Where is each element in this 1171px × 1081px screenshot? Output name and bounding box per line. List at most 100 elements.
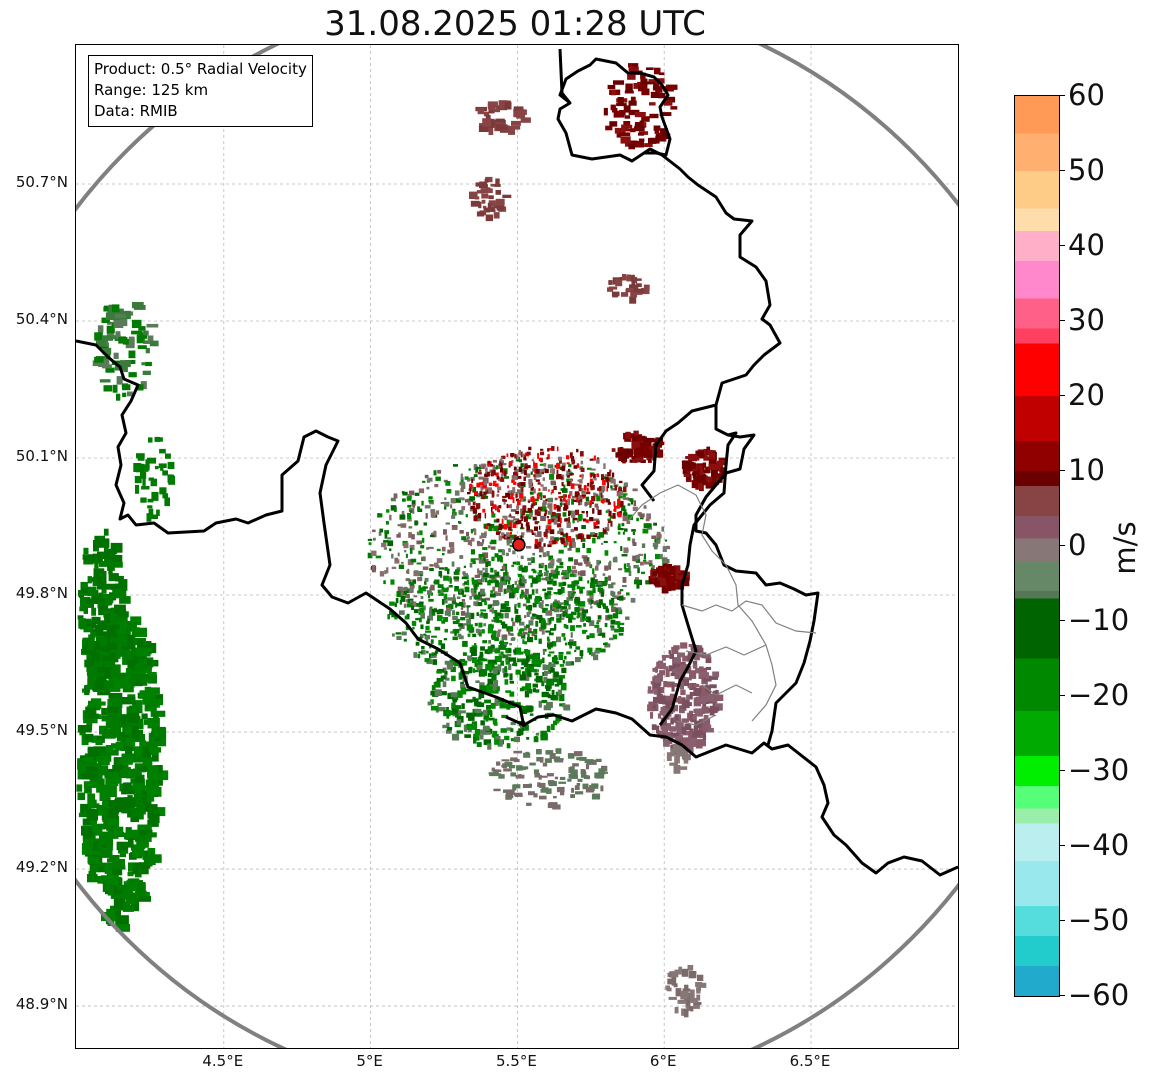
echo-pixel <box>542 657 545 664</box>
echo-pixel <box>544 468 549 474</box>
echo-pixel <box>105 745 113 753</box>
echo-pixel <box>582 783 589 790</box>
echo-pixel <box>546 577 550 582</box>
echo-pixel <box>693 725 699 732</box>
echo-pixel <box>526 611 530 617</box>
echo-pixel <box>524 641 528 645</box>
echo-pixel <box>656 443 662 448</box>
echo-pixel <box>647 527 653 530</box>
echo-pixel <box>121 789 136 795</box>
echo-pixel <box>513 784 521 789</box>
echo-pixel <box>587 647 593 653</box>
echo-pixel <box>107 307 116 314</box>
echo-pixel <box>101 594 111 601</box>
colorbar-tick-label: −10 <box>1068 603 1130 637</box>
echo-pixel <box>444 610 449 616</box>
echo-pixel <box>447 610 451 617</box>
echo-pixel <box>452 733 460 741</box>
echo-pixel <box>413 609 419 614</box>
echo-pixel <box>595 773 605 779</box>
echo-pixel <box>413 595 418 598</box>
echo-pixel <box>693 683 700 688</box>
echo-pixel <box>128 336 135 346</box>
map-title: 31.08.2025 01:28 UTC <box>324 4 706 44</box>
echo-pixel <box>472 657 478 663</box>
echo-pixel <box>520 451 523 458</box>
echo-pixel <box>487 202 492 209</box>
echo-pixel <box>627 73 636 80</box>
echo-pixel <box>514 604 517 610</box>
echo-pixel <box>462 640 468 647</box>
echo-pixel <box>421 500 424 506</box>
radar-map-plot[interactable] <box>75 44 959 1049</box>
echo-pixel <box>95 739 103 745</box>
echo-pixel <box>445 481 451 486</box>
echo-pixel <box>450 666 456 673</box>
echo-pixel <box>510 772 516 777</box>
border-belgium-germany <box>556 48 782 406</box>
echo-pixel <box>605 476 609 483</box>
echo-pixel <box>405 578 410 582</box>
echo-pixel <box>495 532 501 535</box>
echo-pixel <box>550 558 555 564</box>
echo-pixel <box>479 181 488 186</box>
echo-pixel <box>696 456 700 461</box>
echo-pixel <box>136 334 145 344</box>
echo-pixel <box>106 559 116 568</box>
echo-pixel <box>580 601 586 607</box>
echo-pixel <box>578 484 582 488</box>
echo-pixel <box>457 690 463 698</box>
echo-pixel <box>707 449 713 454</box>
echo-pixel <box>494 737 500 745</box>
echo-pixel <box>586 548 591 554</box>
echo-pixel <box>580 653 583 659</box>
echo-pixel <box>465 699 473 703</box>
echo-pixel <box>581 490 586 494</box>
echo-pixel <box>529 509 533 516</box>
echo-pixel <box>482 477 489 484</box>
echo-pixel <box>562 703 566 708</box>
lat-tick-label: 50.1°N <box>15 447 68 466</box>
echo-pixel <box>665 96 676 103</box>
echo-pixel <box>98 592 103 601</box>
echo-pixel <box>579 588 582 591</box>
echo-pixel <box>479 734 484 740</box>
colorbar-tick-mark <box>1059 320 1065 321</box>
echo-pixel <box>97 774 103 779</box>
echo-pixel <box>427 592 431 599</box>
echo-pixel <box>508 548 511 552</box>
echo-pixel <box>113 624 120 630</box>
echo-pixel <box>469 483 473 489</box>
echo-pixel <box>573 580 580 585</box>
echo-pixel <box>556 613 561 618</box>
echo-pixel <box>547 497 553 503</box>
radar-site-marker[interactable] <box>512 538 526 552</box>
echo-pixel <box>559 602 565 605</box>
echo-pixel <box>500 473 504 477</box>
echo-pixel <box>437 469 442 474</box>
echo-pixel <box>582 518 587 522</box>
echo-pixel <box>406 613 410 620</box>
echo-pixel <box>581 629 586 634</box>
echo-pixel <box>548 541 552 545</box>
echo-pixel <box>429 502 434 505</box>
echo-pixel <box>696 698 703 702</box>
echo-pixel <box>620 546 623 551</box>
echo-pixel <box>468 657 472 662</box>
echo-pixel <box>625 616 630 620</box>
echo-pixel <box>680 990 689 1000</box>
echo-pixel <box>665 669 670 678</box>
echo-pixel <box>521 532 525 536</box>
echo-pixel <box>499 613 504 619</box>
echo-pixel <box>587 580 590 584</box>
echo-pixel <box>547 503 553 509</box>
echo-pixel <box>662 546 667 552</box>
echo-pixel <box>472 508 477 514</box>
echo-pixel <box>605 499 610 503</box>
echo-pixel <box>682 679 689 687</box>
echo-pixel <box>591 652 596 657</box>
echo-pixel <box>688 971 697 979</box>
echo-pixel <box>150 807 166 817</box>
echo-pixel <box>686 694 693 700</box>
echo-pixel <box>495 118 505 122</box>
